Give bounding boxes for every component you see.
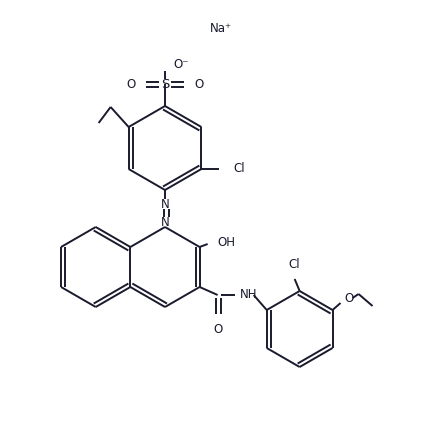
Text: O: O	[194, 78, 203, 90]
Text: O⁻: O⁻	[173, 58, 189, 71]
Text: O: O	[127, 78, 136, 90]
Text: Na⁺: Na⁺	[210, 22, 232, 35]
Text: Cl: Cl	[233, 162, 245, 175]
Text: NH: NH	[240, 288, 257, 301]
Text: N: N	[161, 216, 169, 229]
Text: N: N	[161, 197, 169, 210]
Text: O: O	[213, 323, 222, 336]
Text: S: S	[161, 78, 169, 90]
Text: O: O	[344, 291, 354, 304]
Text: Cl: Cl	[289, 258, 300, 271]
Text: OH: OH	[218, 236, 235, 249]
